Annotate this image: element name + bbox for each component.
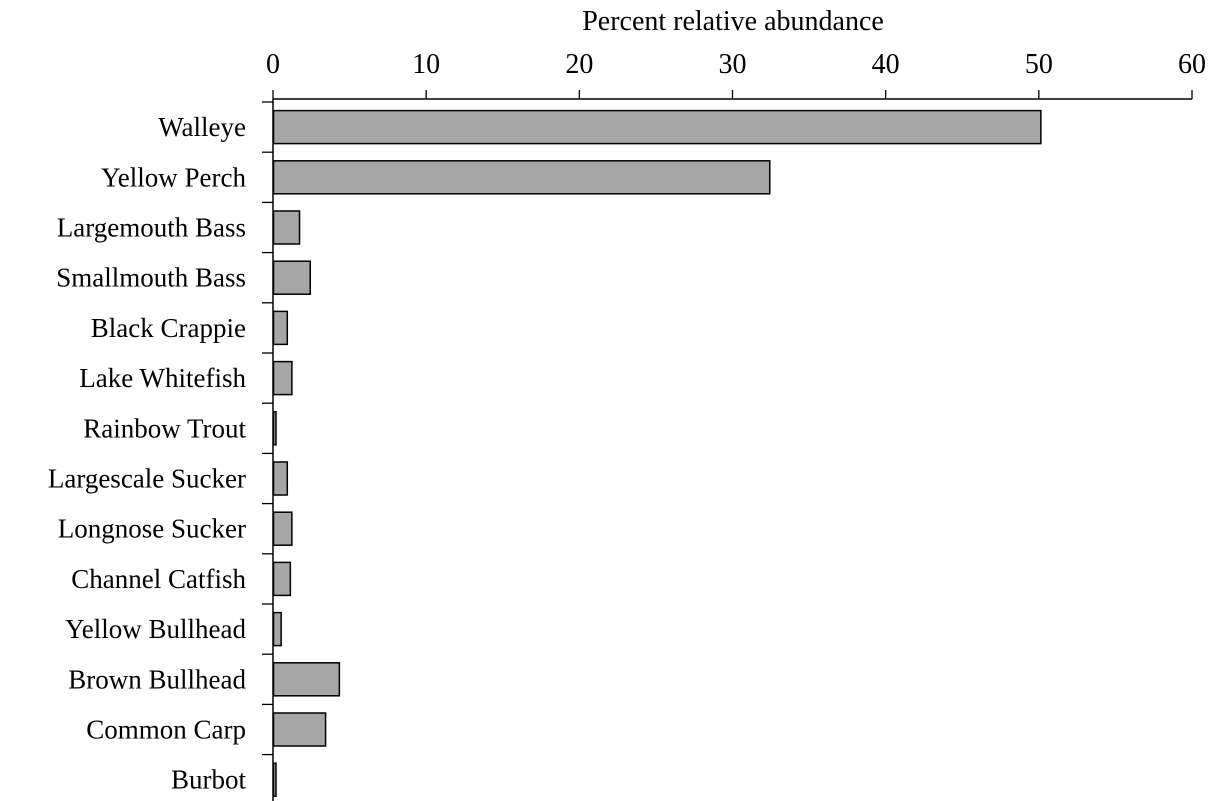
bar xyxy=(272,662,341,697)
category-label: Smallmouth Bass xyxy=(56,263,246,293)
bar xyxy=(272,160,771,195)
bar xyxy=(272,260,312,295)
x-tick-label: 0 xyxy=(266,49,280,80)
bar xyxy=(272,511,293,546)
category-label: Lake Whitefish xyxy=(79,363,246,393)
bar xyxy=(272,360,293,396)
category-label: Burbot xyxy=(171,765,247,795)
x-axis-title: Percent relative abundance xyxy=(582,6,884,37)
bar xyxy=(272,561,292,597)
bar xyxy=(272,762,277,797)
category-label: Common Carp xyxy=(86,715,246,745)
x-tick-label: 10 xyxy=(412,49,440,80)
bars xyxy=(272,109,1042,797)
bar xyxy=(272,411,277,446)
category-label: Largemouth Bass xyxy=(57,213,246,243)
category-label: Black Crappie xyxy=(91,313,246,343)
category-label: Longnose Sucker xyxy=(58,514,246,544)
x-tick-label: 40 xyxy=(872,49,900,80)
bar xyxy=(272,461,289,496)
x-tick-label: 60 xyxy=(1178,49,1206,80)
category-label: Walleye xyxy=(158,112,246,142)
category-label: Brown Bullhead xyxy=(68,664,246,694)
bar xyxy=(272,310,289,346)
bar xyxy=(272,712,327,747)
category-label: Rainbow Trout xyxy=(83,413,246,443)
category-labels: Walleye Yellow Perch Largemouth Bass Smallm… xyxy=(48,112,247,795)
category-label: Yellow Bullhead xyxy=(65,614,247,644)
bar xyxy=(272,210,301,245)
x-axis-ticks: 0 10 20 30 40 50 60 xyxy=(266,49,1206,99)
x-tick-label: 30 xyxy=(719,49,747,80)
axes xyxy=(262,98,1192,801)
bar xyxy=(272,611,282,647)
category-label: Yellow Perch xyxy=(101,162,247,192)
bar xyxy=(272,109,1042,145)
x-tick-label: 20 xyxy=(565,49,593,80)
x-tick-label: 50 xyxy=(1025,49,1053,80)
category-label: Largescale Sucker xyxy=(48,464,246,494)
category-label: Channel Catfish xyxy=(71,564,246,594)
